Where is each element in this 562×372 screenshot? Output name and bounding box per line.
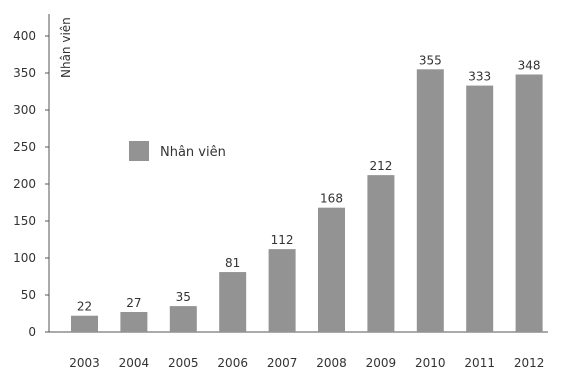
data-label: 355 (419, 53, 442, 67)
x-tick-label: 2007 (267, 356, 298, 370)
data-label: 333 (468, 70, 491, 84)
x-axis: 2003 2004 2005 2006 2007 2008 2009 2010 2011 2012 (49, 331, 548, 370)
x-tick-label: 2005 (168, 356, 199, 370)
x-tick-label: 2010 (415, 356, 446, 370)
data-label: 27 (126, 296, 141, 310)
y-tick-label: 350 (13, 66, 36, 80)
x-tick-label: 2009 (366, 356, 397, 370)
x-tick-label: 2012 (514, 356, 545, 370)
bar (71, 315, 98, 332)
bar (367, 175, 395, 332)
data-label: 168 (320, 192, 343, 206)
y-axis: 0 50 100 150 200 250 300 350 400 (13, 14, 50, 339)
bar (318, 207, 345, 332)
y-tick-label: 100 (13, 251, 36, 265)
x-tick-label: 2004 (119, 356, 150, 370)
y-tick-label: 200 (13, 177, 36, 191)
bars (71, 69, 543, 333)
data-label: 81 (225, 256, 240, 270)
data-label: 35 (176, 290, 191, 304)
y-tick-label: 250 (13, 140, 36, 154)
x-tick-label: 2011 (464, 356, 495, 370)
data-label: 212 (369, 159, 392, 173)
data-labels: 22 27 35 81 112 168 212 355 333 348 (77, 53, 541, 313)
y-tick-label: 150 (13, 214, 36, 228)
bar (120, 312, 148, 332)
y-tick-label: 400 (13, 29, 36, 43)
bar (169, 306, 197, 332)
y-tick-label: 0 (28, 325, 36, 339)
y-axis-label: Nhân viên (59, 17, 73, 78)
legend-label: Nhân viên (160, 145, 226, 160)
x-tick-label: 2003 (69, 356, 100, 370)
bar (515, 74, 543, 332)
legend-swatch (129, 141, 149, 161)
bar (416, 69, 444, 333)
x-tick-label: 2006 (217, 356, 248, 370)
legend: Nhân viên (129, 141, 226, 161)
x-tick-label: 2008 (316, 356, 347, 370)
data-label: 348 (518, 58, 541, 72)
data-label: 22 (77, 300, 92, 314)
y-tick-label: 300 (13, 103, 36, 117)
bar (466, 85, 494, 332)
bar (268, 249, 296, 332)
data-label: 112 (271, 233, 294, 247)
bar (219, 272, 247, 332)
y-tick-label: 50 (21, 288, 36, 302)
